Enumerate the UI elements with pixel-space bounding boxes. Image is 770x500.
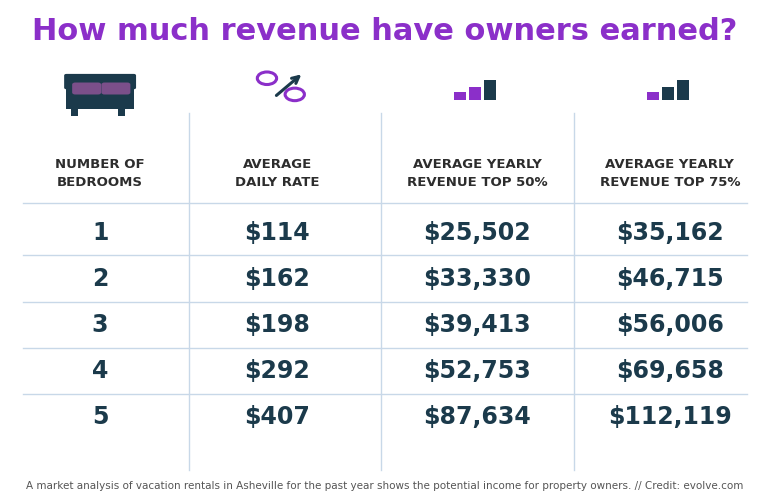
Text: AVERAGE
DAILY RATE: AVERAGE DAILY RATE [235,158,320,188]
Text: $56,006: $56,006 [616,312,724,336]
Bar [484,80,497,100]
Text: $39,413: $39,413 [424,312,531,336]
Text: $198: $198 [244,312,310,336]
Text: $33,330: $33,330 [424,266,531,290]
Bar [470,86,481,100]
Text: $162: $162 [244,266,310,290]
Text: $114: $114 [244,220,310,244]
Bar [118,108,125,116]
Text: 5: 5 [92,404,109,428]
FancyBboxPatch shape [64,74,136,90]
Text: How much revenue have owners earned?: How much revenue have owners earned? [32,18,738,46]
Text: $69,658: $69,658 [616,358,724,382]
Text: $407: $407 [244,404,310,428]
Text: $52,753: $52,753 [424,358,531,382]
Bar [677,80,689,100]
Text: $292: $292 [244,358,310,382]
Text: A market analysis of vacation rentals in Asheville for the past year shows the p: A market analysis of vacation rentals in… [26,481,744,491]
Text: AVERAGE YEARLY
REVENUE TOP 50%: AVERAGE YEARLY REVENUE TOP 50% [407,158,547,188]
Bar [662,86,674,100]
Bar [454,92,467,100]
FancyBboxPatch shape [102,82,130,94]
Bar [647,92,659,100]
Text: 1: 1 [92,220,109,244]
Text: $87,634: $87,634 [424,404,531,428]
Text: $25,502: $25,502 [424,220,531,244]
Text: 2: 2 [92,266,109,290]
FancyBboxPatch shape [72,82,101,94]
Text: $35,162: $35,162 [616,220,724,244]
FancyBboxPatch shape [66,88,134,108]
Text: $46,715: $46,715 [616,266,724,290]
Text: $112,119: $112,119 [608,404,732,428]
Text: 4: 4 [92,358,109,382]
Bar [71,108,79,116]
Text: 3: 3 [92,312,109,336]
Text: NUMBER OF
BEDROOMS: NUMBER OF BEDROOMS [55,158,145,188]
Text: AVERAGE YEARLY
REVENUE TOP 75%: AVERAGE YEARLY REVENUE TOP 75% [600,158,740,188]
